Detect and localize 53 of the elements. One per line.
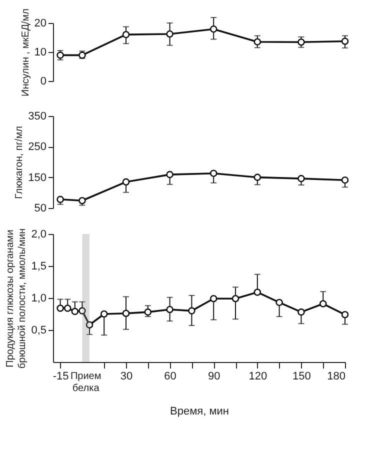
point [341,38,349,45]
x-tick-label: 90 [208,370,220,382]
y-tick-label: 250 [28,141,46,154]
x-axis-title: Время, мин [170,406,229,418]
point [166,306,174,314]
point [166,170,174,178]
point [298,174,305,182]
point [122,178,130,186]
x-tick-label: -15 [52,370,69,382]
y-tick-label: 0 [40,76,46,88]
y-tick-label: 1,0 [31,292,46,304]
point [122,30,130,38]
point [64,304,72,312]
x-tick-label: 30 [120,370,133,382]
point [78,307,86,314]
y-tick-label: 0,5 [31,324,46,336]
point [144,308,152,316]
point [100,310,108,318]
point [188,307,196,314]
point [319,300,327,308]
y-tick-label: 1,5 [31,260,46,272]
point [298,38,305,46]
point [210,170,218,177]
point [232,294,240,302]
point [341,310,349,318]
point [254,288,262,296]
y-tick-label: 20 [34,18,46,30]
point [210,294,218,302]
x-tick-label: 180 [327,370,346,382]
x-tick-label: 120 [248,370,268,382]
x-tick-label: 60 [164,370,176,382]
point [254,174,262,181]
y-axis-title: Продукция глюкозы органами брюшной полости, ммоль/мин [5,228,28,369]
point [298,308,305,316]
y-axis-title: Инсулин , мкЕД/мл [20,8,32,96]
point [71,308,79,316]
point [276,298,283,306]
point [86,321,94,329]
x-tick-label: 150 [292,370,311,382]
point [122,310,130,318]
y-tick-label: 10 [34,46,46,58]
point [210,25,218,33]
y-axis-title: Глюкагон, пг/мл [14,126,26,199]
point [254,38,262,46]
y-tick-label: 50 [34,202,46,214]
point [166,30,174,38]
point [56,304,64,312]
y-tick-label: 350 [28,110,46,122]
y-tick-label: 2,0 [31,228,46,240]
point [341,176,349,184]
band-label: Прием белка [70,371,102,394]
y-tick-label: 150 [28,172,46,184]
point [78,196,86,204]
